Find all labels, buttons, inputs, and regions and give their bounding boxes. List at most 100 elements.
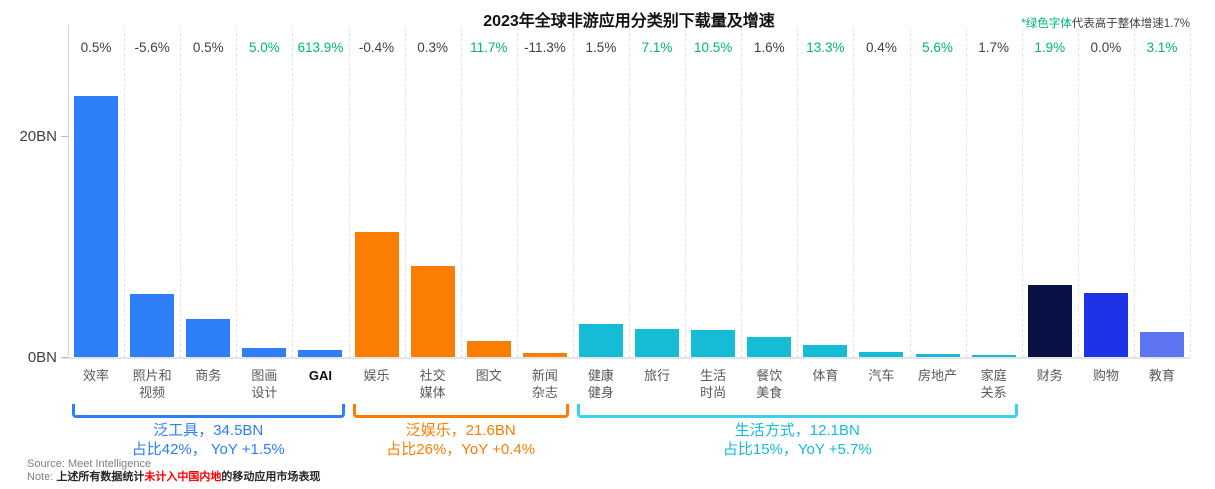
category-label: 教育: [1148, 368, 1175, 383]
growth-label: 1.9%: [1034, 40, 1066, 55]
gridline: [516, 28, 518, 357]
gridline: [1133, 28, 1135, 357]
footnote-body: 上述所有数据统计: [56, 471, 145, 483]
gridline: [236, 28, 238, 357]
y-axis-label-0bn: 0BN: [27, 349, 57, 366]
growth-label: 13.3%: [806, 40, 845, 55]
bar-GAI: [298, 349, 343, 357]
gridline: [853, 28, 855, 357]
growth-label: -0.4%: [358, 40, 395, 55]
group-total-label: 泛娱乐，21.6BN: [405, 422, 516, 439]
bar-商务: [186, 319, 231, 357]
x-axis-line: [62, 357, 1190, 359]
group-share-label: 占比15%，YoY +5.7%: [722, 441, 872, 458]
growth-label: 0.4%: [866, 40, 897, 55]
gridline: [572, 28, 574, 357]
category-label: 效率: [83, 368, 110, 383]
group-label: 生活方式，12.1BN 占比15%，YoY +5.7%: [577, 421, 1018, 459]
green-font-legend-note: *绿色字体代表高于整体增速1.7%: [1021, 15, 1190, 31]
bar-财务: [1027, 285, 1072, 357]
growth-label: 0.3%: [417, 40, 449, 55]
group-bracket: [352, 404, 569, 418]
gridline: [1077, 28, 1079, 357]
y-axis-line: [68, 25, 69, 357]
chart-title: 2023年全球非游应用分类别下载量及增速: [483, 13, 775, 30]
growth-label: 5.0%: [248, 40, 280, 55]
chart-footer: Source: Meet Intelligence Note: 上述所有数据统计…: [27, 458, 320, 484]
gridline: [965, 28, 967, 357]
gridline: [348, 28, 350, 357]
category-label: 新闻 杂志: [531, 368, 558, 400]
growth-label: 1.6%: [753, 40, 785, 55]
footnote-highlight: 未计入中国内地: [144, 471, 222, 483]
bar-购物: [1083, 292, 1128, 357]
group-share-label: 占比42%， YoY +1.5%: [131, 441, 285, 458]
y-axis-label-20bn: 20BN: [19, 128, 57, 145]
group-total-label: 生活方式，12.1BN: [734, 422, 860, 439]
category-label: 图文: [475, 368, 502, 383]
category-label: 汽车: [868, 368, 895, 383]
footnote-prefix: Note:: [27, 471, 57, 483]
category-label: 财务: [1036, 368, 1063, 383]
y-tick-0bn: [61, 357, 68, 358]
category-label: 娱乐: [363, 368, 390, 383]
category-label: 生活 时尚: [700, 368, 727, 400]
gridline: [292, 28, 294, 357]
growth-label: 7.1%: [641, 40, 673, 55]
gridline: [629, 28, 630, 357]
category-label: 图画 设计: [251, 368, 278, 400]
category-label: 餐饮 美食: [756, 368, 783, 400]
growth-label: -5.6%: [134, 40, 170, 55]
bar-效率: [74, 95, 119, 357]
growth-label: 11.7%: [470, 40, 508, 55]
bar-图画设计: [242, 348, 287, 357]
y-tick-20bn: [61, 136, 68, 137]
group-share-label: 占比26%，YoY +0.4%: [386, 441, 536, 458]
footnote-text: Note: 上述所有数据统计未计入中国内地的移动应用市场表现: [27, 471, 320, 484]
category-label: 照片和 视频: [132, 368, 172, 400]
bar-社交媒体: [410, 266, 455, 357]
bar-生活时尚: [691, 330, 736, 357]
growth-label: 0.5%: [192, 40, 224, 55]
growth-label: -11.3%: [523, 40, 566, 55]
bar-娱乐: [354, 231, 399, 357]
gridline: [460, 28, 462, 357]
growth-label: 3.1%: [1146, 40, 1178, 55]
category-label: 健康 健身: [587, 368, 614, 400]
growth-label: 1.7%: [978, 40, 1010, 55]
gridline: [404, 28, 406, 357]
bar-汽车: [859, 352, 904, 357]
category-label: 家庭 关系: [980, 368, 1007, 400]
legend-note-highlight: *绿色字体: [1021, 18, 1072, 30]
group-bracket: [576, 404, 1018, 418]
bar-餐饮美食: [747, 337, 792, 357]
gridline: [1021, 28, 1023, 357]
bar-健康健身: [578, 323, 623, 357]
gridline: [685, 28, 687, 357]
group-label: 泛娱乐，21.6BN 占比26%，YoY +0.4%: [353, 421, 569, 459]
category-label: 购物: [1092, 368, 1119, 383]
bar-新闻杂志: [522, 352, 567, 357]
source-text: Source: Meet Intelligence: [27, 458, 152, 470]
bar-家庭关系: [971, 355, 1016, 357]
group-total-label: 泛工具，34.5BN: [153, 422, 264, 439]
bar-体育: [803, 344, 848, 357]
growth-label: 10.5%: [694, 40, 733, 55]
category-label: 旅行: [644, 368, 671, 383]
category-label: 体育: [812, 368, 839, 383]
bar-图文: [466, 341, 511, 357]
category-label: 商务: [195, 368, 222, 383]
category-label: 房地产: [918, 368, 958, 383]
bar-房地产: [915, 354, 960, 357]
category-label: 社交 媒体: [419, 368, 446, 400]
bar-照片和视频: [130, 293, 175, 357]
gridline: [741, 28, 743, 357]
growth-label: 0.5%: [80, 40, 112, 55]
group-bracket: [72, 404, 345, 418]
growth-label: 5.6%: [922, 40, 953, 55]
gridline: [1190, 28, 1191, 357]
category-label: GAI: [308, 368, 332, 383]
group-label: 泛工具，34.5BN 占比42%， YoY +1.5%: [72, 421, 345, 459]
gridline: [180, 28, 182, 357]
